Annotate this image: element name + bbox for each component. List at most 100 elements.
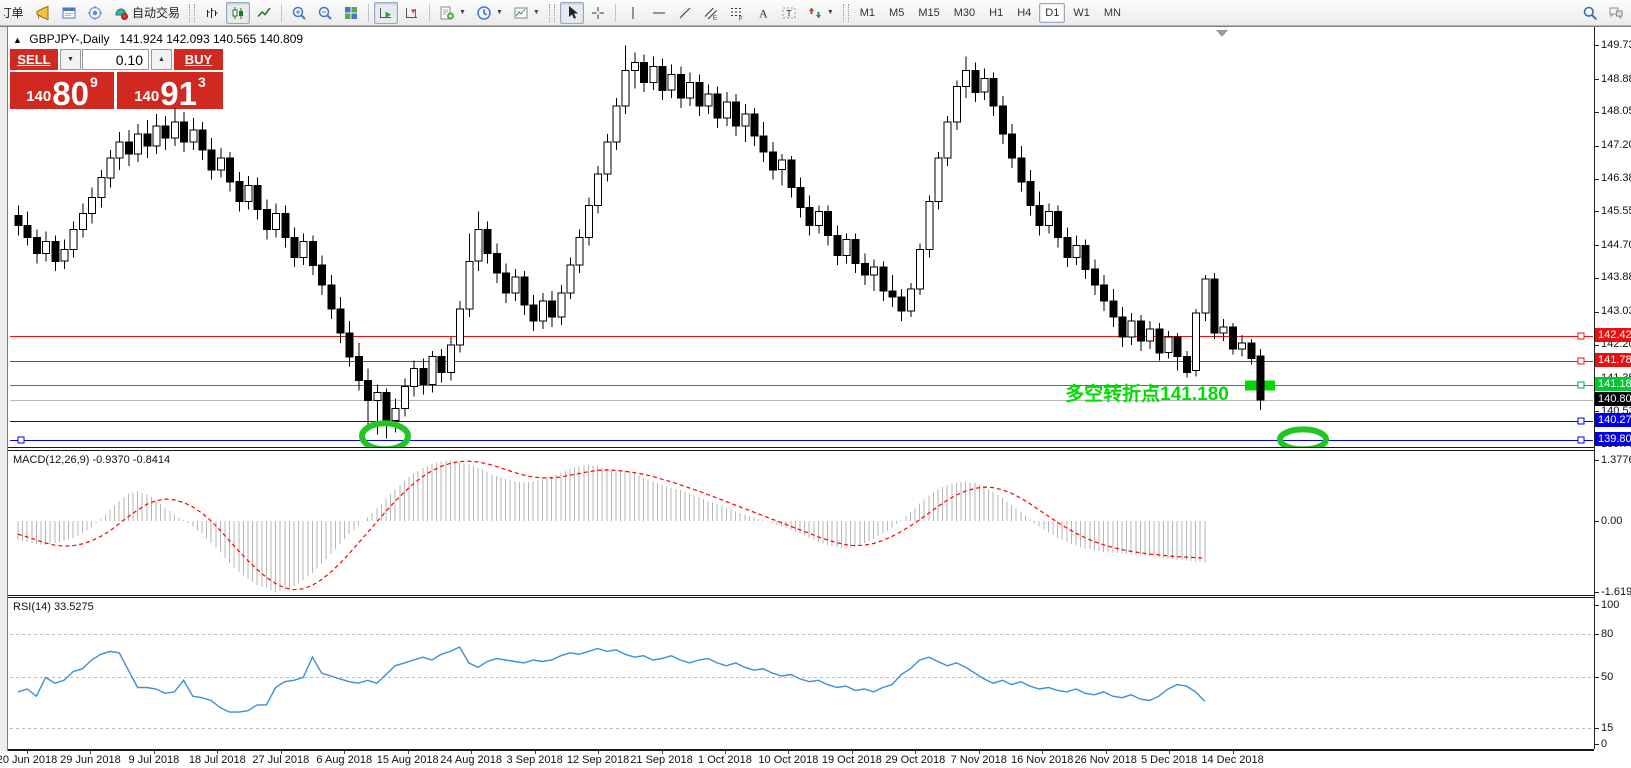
- vertical-line-button[interactable]: [621, 2, 645, 24]
- highlight-ellipse[interactable]: [359, 420, 411, 453]
- channel-button[interactable]: E: [699, 2, 723, 24]
- line-handle[interactable]: [1577, 332, 1585, 340]
- line-handle[interactable]: [1577, 381, 1585, 389]
- timeframe-m5[interactable]: M5: [889, 6, 905, 19]
- toolbar-grip[interactable]: [189, 3, 196, 22]
- volume-decrease-button[interactable]: ▼: [60, 49, 81, 70]
- time-tick: [725, 751, 726, 754]
- macd-canvas[interactable]: [10, 451, 1593, 595]
- line-handle[interactable]: [1577, 357, 1585, 365]
- time-tick: [662, 751, 663, 754]
- fibonacci-icon: F: [730, 7, 743, 21]
- new-order-button[interactable]: 订单: [4, 6, 24, 20]
- cursor-button[interactable]: [559, 1, 584, 24]
- rsi-tick-label: 15: [1601, 721, 1614, 734]
- axis-tick: [1595, 728, 1599, 729]
- buy-button[interactable]: BUY: [174, 49, 223, 70]
- chevron-down-icon[interactable]: ▼: [532, 9, 540, 16]
- timeframe-m1[interactable]: M1: [859, 6, 876, 19]
- price-tick-label: 148.055: [1601, 105, 1631, 118]
- pane-separator[interactable]: [8, 595, 1594, 598]
- main-price-pane[interactable]: 多空转折点141.180: [10, 29, 1593, 453]
- chevron-down-icon[interactable]: ▼: [459, 9, 466, 16]
- alerts-button[interactable]: [31, 2, 55, 24]
- volume-increase-button[interactable]: ▲: [151, 49, 172, 70]
- pane-separator[interactable]: [8, 447, 1594, 451]
- price-chart-canvas[interactable]: 多空转折点141.180: [10, 29, 1593, 453]
- price-axis[interactable]: 149.730 148.880 148.055 147.205 146.380 145.5…: [1594, 27, 1631, 750]
- periods-button[interactable]: ▼: [472, 2, 507, 24]
- axis-tick: [1595, 79, 1599, 80]
- timeframe-m15[interactable]: M15: [918, 6, 940, 19]
- axis-tick: [1595, 312, 1599, 313]
- chart-shift-icon: [406, 7, 418, 18]
- macd-tick-label: 1.3776: [1601, 453, 1631, 466]
- buy-price-display[interactable]: 140 91 3: [117, 72, 223, 110]
- search-button[interactable]: [1578, 2, 1602, 24]
- time-tick: [915, 751, 916, 754]
- line-chart-button[interactable]: [252, 2, 276, 24]
- toolbar-separator: [281, 3, 283, 22]
- metaeditor-button[interactable]: [57, 2, 81, 24]
- timeframe-h4[interactable]: H4: [1017, 6, 1032, 19]
- chevron-down-icon[interactable]: ▼: [826, 9, 834, 16]
- zoom-in-button[interactable]: [287, 2, 311, 24]
- time-tick-label: 14 Dec 2018: [1201, 754, 1264, 766]
- autotrading-button[interactable]: 自动交易: [109, 2, 184, 24]
- text-button[interactable]: A: [751, 2, 775, 24]
- fibonacci-button[interactable]: F: [725, 2, 749, 24]
- candlestick-chart-button[interactable]: [226, 1, 251, 24]
- bar-chart-button[interactable]: [200, 2, 224, 24]
- rsi-pane[interactable]: [10, 598, 1593, 749]
- toolbar-separator: [429, 3, 431, 22]
- highlight-ellipse[interactable]: [1277, 426, 1329, 453]
- timeframe-d1[interactable]: D1: [1039, 2, 1066, 23]
- time-tick-label: 20 Jun 2018: [0, 754, 58, 766]
- price-line-label: 140.277: [1595, 413, 1631, 428]
- tile-windows-button[interactable]: [339, 2, 363, 24]
- time-axis[interactable]: 20 Jun 2018 29 Jun 2018 9 Jul 2018 18 Jul 2…: [0, 751, 1631, 768]
- indicators-button[interactable]: ▼: [435, 2, 470, 24]
- strategy-tester-button[interactable]: [83, 2, 107, 24]
- line-handle[interactable]: [1577, 436, 1585, 444]
- time-tick-label: 15 Aug 2018: [376, 754, 439, 766]
- toolbar-grip[interactable]: [548, 3, 555, 22]
- channel-icon: E: [704, 7, 717, 21]
- shapes-button[interactable]: ▼: [803, 2, 838, 24]
- crosshair-button[interactable]: [586, 2, 610, 24]
- timeframe-h1[interactable]: H1: [989, 6, 1004, 19]
- text-label-button[interactable]: T: [777, 2, 801, 24]
- line-handle[interactable]: [17, 436, 25, 444]
- axis-tick: [1595, 592, 1599, 593]
- trendline-button[interactable]: [673, 2, 697, 24]
- shift-marker-icon[interactable]: [1216, 30, 1228, 37]
- chart-annotation-text[interactable]: 多空转折点141.180: [1065, 382, 1229, 405]
- axis-tick: [1595, 634, 1599, 635]
- toolbar-grip[interactable]: [842, 3, 849, 22]
- axis-tick: [1595, 45, 1599, 46]
- rsi-tick-label: 80: [1601, 627, 1614, 640]
- templates-button[interactable]: ▼: [509, 2, 544, 24]
- chat-icon: [1609, 7, 1623, 19]
- auto-scroll-button[interactable]: [374, 1, 399, 24]
- chart-ohlc-values: 141.924 142.093 140.565 140.809: [119, 32, 304, 46]
- zoom-out-button[interactable]: [313, 2, 337, 24]
- timeframe-m30[interactable]: M30: [953, 6, 976, 19]
- sell-button[interactable]: SELL: [10, 49, 58, 70]
- chart-expand-icon[interactable]: ▲: [13, 35, 22, 45]
- timeframe-w1[interactable]: W1: [1073, 6, 1090, 19]
- time-tick-label: 12 Sep 2018: [566, 754, 630, 766]
- chart-shift-button[interactable]: [400, 2, 424, 24]
- horizontal-line-button[interactable]: [647, 2, 671, 24]
- sell-price-display[interactable]: 140 80 9: [10, 72, 114, 110]
- chat-button[interactable]: [1604, 2, 1628, 24]
- chevron-down-icon[interactable]: ▼: [495, 9, 503, 16]
- timeframe-mn[interactable]: MN: [1103, 6, 1121, 19]
- rsi-canvas[interactable]: [10, 598, 1593, 749]
- time-tick: [217, 751, 218, 754]
- macd-tick-label: 0.00: [1601, 514, 1623, 527]
- auto-scroll-icon: [380, 7, 392, 18]
- volume-input[interactable]: 0.10: [82, 49, 149, 70]
- line-handle[interactable]: [1577, 417, 1585, 425]
- macd-pane[interactable]: [10, 451, 1593, 595]
